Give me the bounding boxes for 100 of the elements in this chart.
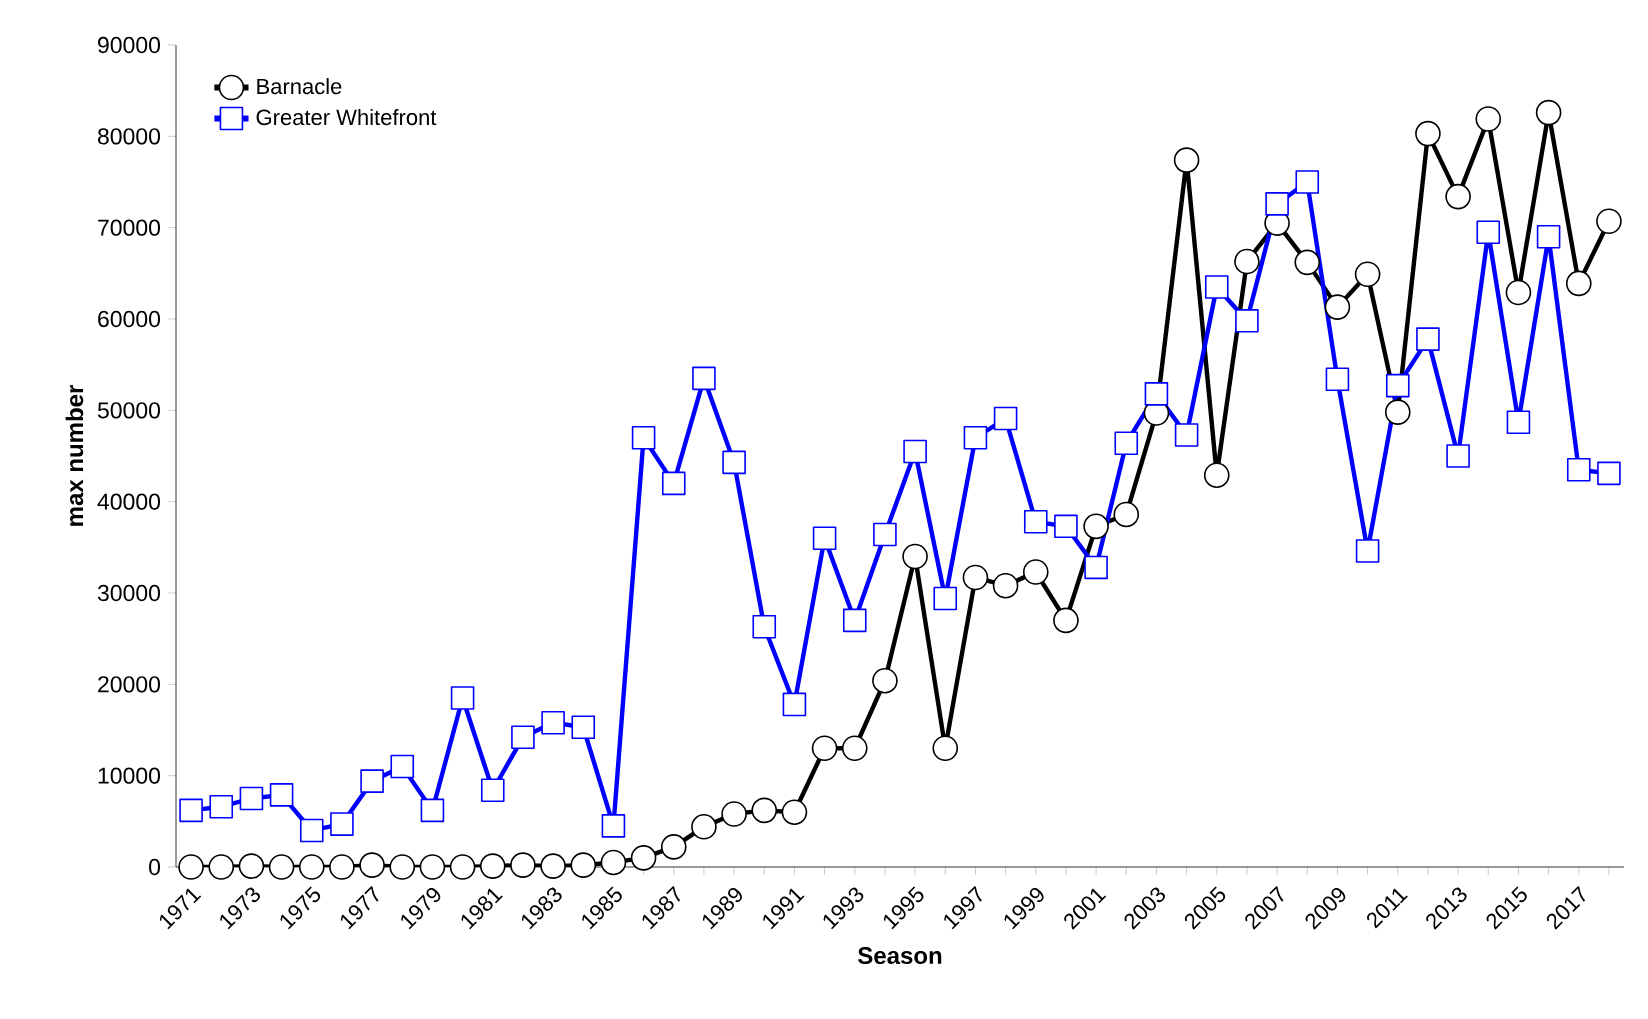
point <box>1385 373 1410 398</box>
y-tick-label: 30000 <box>97 584 161 602</box>
y-tick-label: 40000 <box>97 493 161 510</box>
point <box>1565 270 1592 297</box>
point <box>781 799 808 825</box>
point <box>179 798 203 823</box>
point <box>330 812 354 836</box>
point <box>570 852 597 878</box>
point <box>992 572 1019 599</box>
point <box>903 439 927 464</box>
point <box>1416 327 1440 351</box>
point <box>1476 220 1501 245</box>
point <box>1113 501 1140 528</box>
y-tick-label: 20000 <box>98 676 161 693</box>
y-tick-label: 90000 <box>98 36 161 54</box>
point <box>1415 120 1441 147</box>
point <box>1384 399 1411 425</box>
point <box>1536 225 1561 249</box>
point <box>1173 147 1200 173</box>
point <box>1535 99 1562 126</box>
point <box>630 845 657 871</box>
point <box>299 818 324 843</box>
point <box>1294 249 1321 276</box>
point <box>1445 183 1471 210</box>
point <box>1054 514 1078 539</box>
point <box>511 725 535 750</box>
point <box>752 614 777 639</box>
point <box>480 778 505 803</box>
point <box>872 667 898 694</box>
point <box>1355 539 1380 563</box>
point <box>390 754 415 779</box>
point <box>571 715 596 740</box>
point <box>721 801 747 827</box>
point <box>268 854 295 880</box>
point <box>1596 208 1622 235</box>
x-axis-title: Season <box>858 947 942 965</box>
point <box>841 735 868 762</box>
y-tick-label: 70000 <box>98 219 161 236</box>
point <box>963 425 988 450</box>
point <box>1295 170 1320 194</box>
legend-label: Barnacle <box>257 78 342 95</box>
point <box>873 522 897 547</box>
point <box>1235 309 1259 333</box>
point <box>541 710 565 735</box>
point <box>449 854 476 880</box>
point <box>540 853 566 879</box>
point <box>1475 106 1502 132</box>
point <box>1023 509 1048 534</box>
point <box>660 834 687 860</box>
y-tick-label: 10000 <box>98 767 161 784</box>
point <box>1174 423 1199 447</box>
y-tick-label: 80000 <box>97 128 161 145</box>
point <box>1506 410 1531 434</box>
point <box>600 849 627 876</box>
point <box>1354 261 1381 288</box>
point <box>1053 607 1079 634</box>
point <box>269 783 294 807</box>
point <box>1114 431 1139 456</box>
point <box>722 450 746 475</box>
point <box>691 814 717 840</box>
point <box>1083 513 1109 540</box>
point <box>360 769 384 793</box>
y-axis-title: max number <box>65 385 84 526</box>
point <box>1022 559 1049 585</box>
point <box>1084 555 1108 580</box>
point <box>209 794 234 819</box>
point <box>1505 279 1532 306</box>
point <box>782 692 807 717</box>
y-tick-label: 60000 <box>98 310 161 328</box>
point <box>450 686 475 710</box>
point <box>510 852 536 878</box>
point <box>420 798 445 823</box>
point <box>1325 367 1350 392</box>
point <box>1203 462 1230 488</box>
y-tick-label: 0 <box>149 858 161 876</box>
legend-label: Greater Whitefront <box>256 109 437 126</box>
point <box>993 406 1018 431</box>
point <box>419 854 446 880</box>
point <box>479 853 506 879</box>
point <box>1597 461 1621 486</box>
y-tick-label: 50000 <box>97 402 161 419</box>
point <box>661 471 686 496</box>
point <box>1144 382 1169 406</box>
point <box>601 814 626 838</box>
point <box>932 735 959 762</box>
point <box>178 854 204 880</box>
point <box>238 853 265 879</box>
point <box>359 852 385 878</box>
point <box>1234 248 1260 275</box>
point <box>692 366 716 391</box>
point <box>298 854 325 880</box>
point <box>811 735 838 762</box>
point <box>1204 275 1229 299</box>
point <box>842 608 867 633</box>
point <box>751 797 778 824</box>
point <box>902 543 928 570</box>
point <box>812 526 837 550</box>
point <box>1566 457 1591 482</box>
point <box>329 854 355 880</box>
point <box>239 786 264 811</box>
